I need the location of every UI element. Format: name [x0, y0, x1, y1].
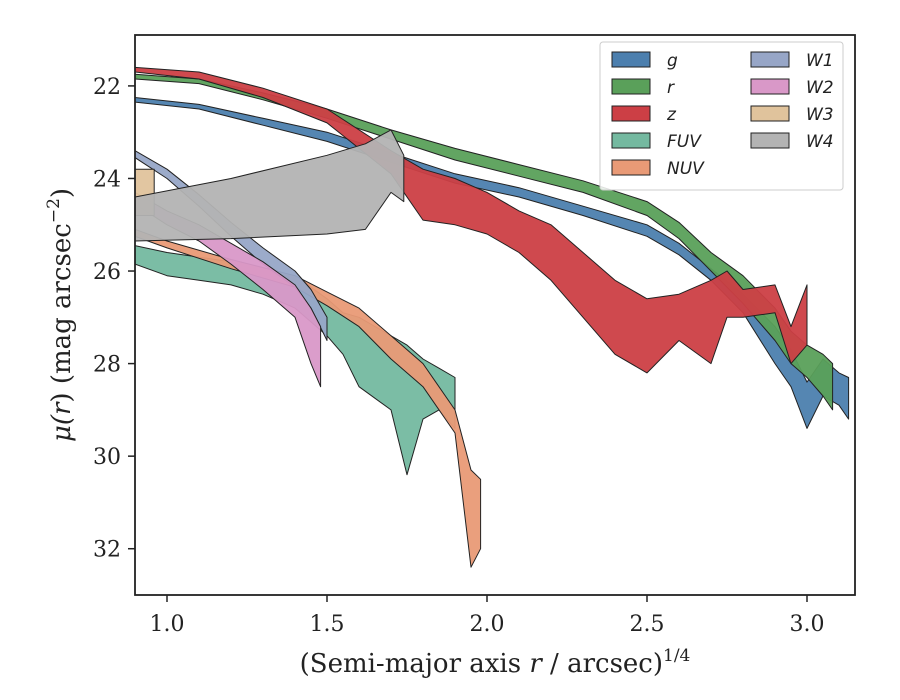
- y-tick-label: 26: [93, 260, 121, 285]
- plot-frame: [134, 34, 856, 596]
- legend-label-z: z: [666, 105, 677, 125]
- series-band-w4: [135, 129, 405, 242]
- x-axis-label: (Semi-major axis r / arcsec)1/4: [300, 646, 691, 679]
- legend-label-w2: W2: [806, 78, 834, 98]
- series-band-z: [135, 66, 808, 374]
- x-axis: 1.0 1.5 2.0 2.5 3.0: [150, 595, 825, 637]
- y-axis: 22 24 26 28 30 32: [93, 75, 135, 563]
- x-tick-label: 2.0: [470, 612, 505, 637]
- y-tick-label: 24: [93, 167, 121, 192]
- legend-swatch-w2: [750, 78, 790, 95]
- legend-label-nuv: NUV: [667, 159, 705, 179]
- legend-label-w3: W3: [806, 105, 834, 125]
- legend-swatch-z: [611, 105, 651, 122]
- legend-swatch-r: [611, 78, 651, 95]
- legend-label-w4: W4: [806, 132, 834, 152]
- legend: grz FUV NUV W1 W2 W3 W4: [599, 41, 844, 191]
- legend-swatch-w3: [750, 105, 790, 122]
- x-tick-label: 2.5: [630, 612, 665, 637]
- legend-swatch-fuv: [611, 132, 651, 149]
- x-tick-label: 3.0: [790, 612, 825, 637]
- legend-swatch-nuv: [611, 159, 651, 176]
- legend-swatch-g: [611, 51, 651, 68]
- series-band-r: [135, 73, 834, 411]
- x-tick-label: 1.0: [150, 612, 185, 637]
- x-tick-label: 1.5: [310, 612, 345, 637]
- legend-swatch-w4: [750, 132, 790, 149]
- legend-label-g: g: [667, 51, 678, 71]
- legend-label-w1: W1: [806, 51, 834, 71]
- legend-label-r: r: [667, 78, 675, 98]
- series-layer: [135, 66, 850, 568]
- y-tick-label: 32: [93, 538, 121, 563]
- legend-swatch-w1: [750, 51, 790, 68]
- legend-label-fuv: FUV: [667, 132, 702, 152]
- y-axis-label: μ(r) (mag arcsec−2): [44, 188, 77, 442]
- y-tick-label: 28: [93, 353, 121, 378]
- y-tick-label: 30: [93, 445, 121, 470]
- y-tick-label: 22: [93, 75, 121, 100]
